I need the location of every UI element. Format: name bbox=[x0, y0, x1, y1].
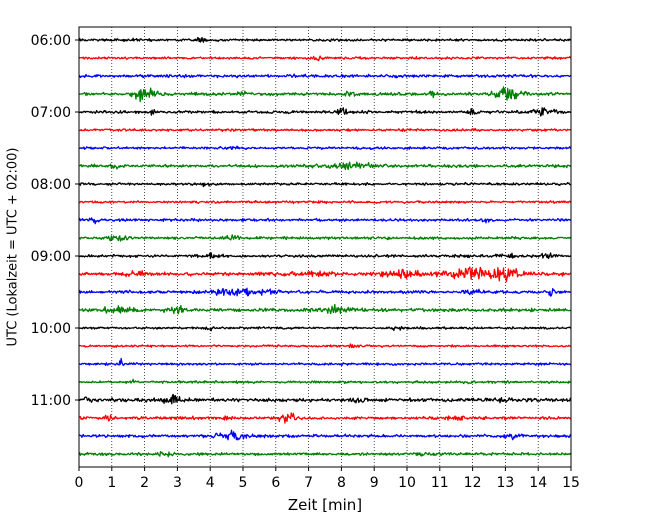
x-tick-label: 6 bbox=[271, 475, 280, 491]
y-tick-label: 09:00 bbox=[31, 249, 71, 265]
x-tick-label: 9 bbox=[370, 475, 379, 491]
x-tick-label: 10 bbox=[398, 475, 416, 491]
trace-1100 bbox=[78, 393, 572, 405]
trace-0930 bbox=[78, 287, 572, 297]
x-tick-label: 11 bbox=[431, 475, 449, 491]
y-tick-label: 07:00 bbox=[31, 105, 71, 121]
x-tick-label: 5 bbox=[239, 475, 248, 491]
trace-0815 bbox=[78, 199, 572, 205]
x-axis-ticks: 0 1 2 3 4 5 6 7 8 9 10 11 12 13 14 15 bbox=[75, 467, 580, 491]
x-tick-label: 13 bbox=[496, 475, 514, 491]
x-tick-label: 8 bbox=[337, 475, 346, 491]
x-tick-label: 0 bbox=[75, 475, 84, 491]
trace-0800 bbox=[78, 181, 572, 188]
y-tick-label: 10:00 bbox=[31, 321, 71, 337]
trace-0845 bbox=[78, 234, 572, 242]
trace-1145 bbox=[78, 451, 572, 458]
trace-1015 bbox=[78, 343, 572, 349]
y-tick-label: 11:00 bbox=[31, 393, 71, 409]
trace-1030 bbox=[78, 357, 572, 367]
trace-1000 bbox=[78, 325, 572, 332]
x-tick-label: 12 bbox=[464, 475, 482, 491]
trace-0915 bbox=[78, 266, 572, 283]
trace-1115 bbox=[78, 412, 572, 424]
trace-0830 bbox=[78, 217, 572, 225]
x-tick-label: 15 bbox=[562, 475, 580, 491]
trace-1130 bbox=[78, 429, 572, 441]
x-tick-label: 3 bbox=[173, 475, 182, 491]
x-axis-label: Zeit [min] bbox=[288, 496, 362, 514]
trace-0745 bbox=[78, 161, 572, 171]
trace-0645 bbox=[78, 86, 572, 103]
trace-0600 bbox=[78, 36, 572, 43]
x-tick-label: 4 bbox=[206, 475, 215, 491]
y-axis-ticks: 06:00 07:00 08:00 09:00 10:00 11:00 bbox=[31, 33, 79, 409]
y-axis-label: UTC (Lokalzeit = UTC + 02:00) bbox=[6, 148, 21, 347]
y-tick-label: 06:00 bbox=[31, 33, 71, 49]
x-tick-label: 2 bbox=[140, 475, 149, 491]
x-tick-label: 7 bbox=[304, 475, 313, 491]
trace-1045 bbox=[78, 378, 572, 385]
trace-0700 bbox=[78, 107, 572, 117]
trace-0630 bbox=[78, 73, 572, 79]
x-tick-label: 1 bbox=[107, 475, 116, 491]
trace-lines bbox=[78, 36, 572, 458]
trace-0730 bbox=[78, 145, 572, 151]
trace-0615 bbox=[78, 55, 572, 62]
trace-0945 bbox=[78, 303, 572, 315]
vertical-grid bbox=[111, 27, 539, 467]
y-tick-label: 08:00 bbox=[31, 177, 71, 193]
x-tick-label: 14 bbox=[529, 475, 547, 491]
trace-0900 bbox=[78, 252, 572, 260]
trace-0715 bbox=[78, 128, 572, 132]
plot-frame bbox=[78, 26, 572, 468]
